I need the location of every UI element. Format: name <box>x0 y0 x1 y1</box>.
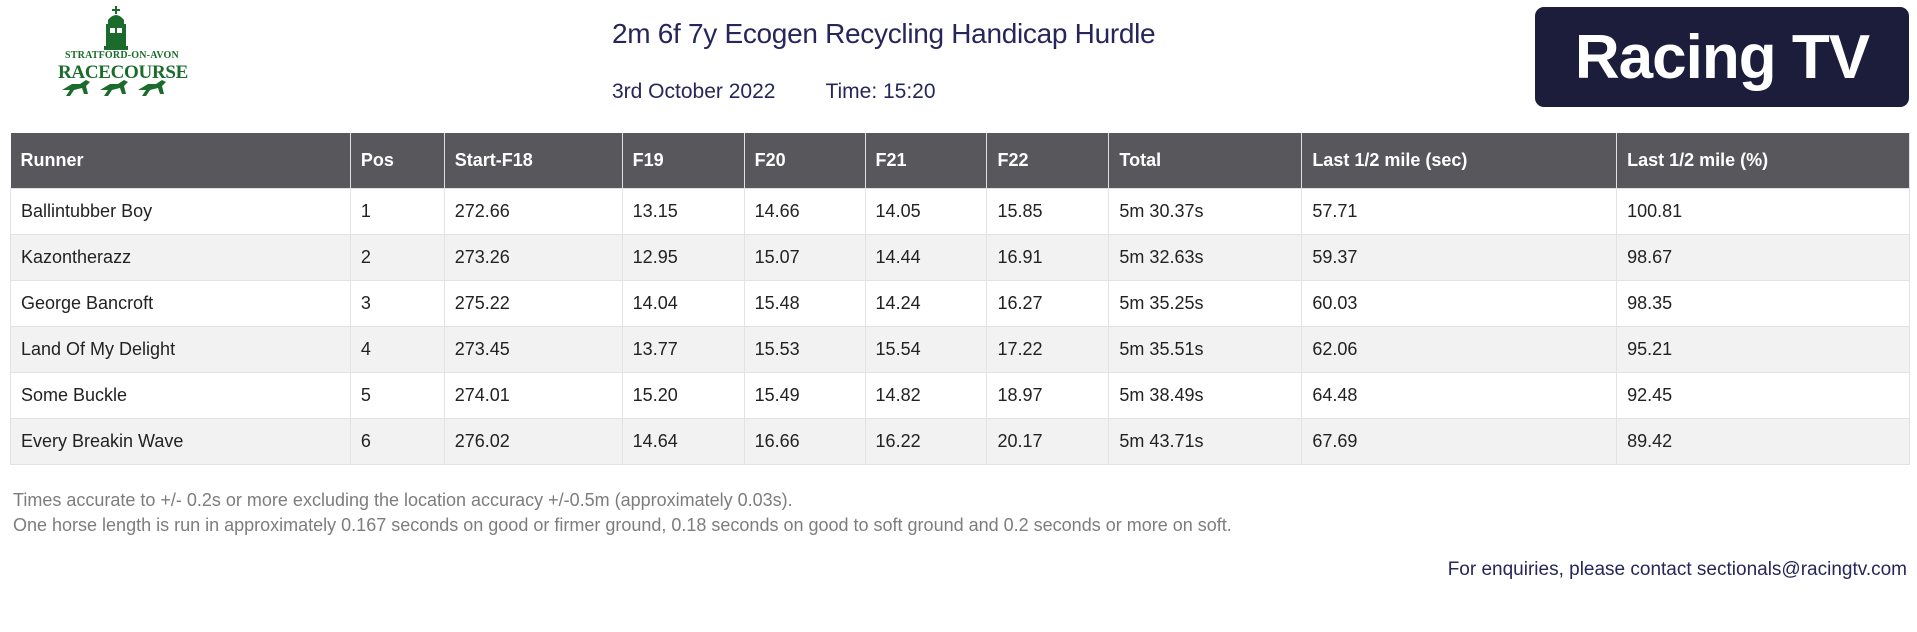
pos-cell: 6 <box>349 418 445 465</box>
total-cell: 5m 43.71s <box>1108 418 1303 465</box>
f19-cell: 13.15 <box>621 188 745 235</box>
enquiries-contact: For enquiries, please contact sectionals… <box>1447 559 1907 580</box>
runner-cell: Some Buckle <box>10 372 351 419</box>
table-row: Every Breakin Wave 6 276.02 14.64 16.66 … <box>10 418 1910 465</box>
f22-cell: 20.17 <box>986 418 1110 465</box>
last-half-sec-cell: 67.69 <box>1301 418 1618 465</box>
table-row: Kazontherazz 2 273.26 12.95 15.07 14.44 … <box>10 234 1910 281</box>
f21-cell: 14.24 <box>864 280 988 327</box>
f20-cell: 15.49 <box>743 372 866 419</box>
f22-cell: 18.97 <box>986 372 1110 419</box>
f19-cell: 14.04 <box>621 280 745 327</box>
f21-cell: 15.54 <box>864 326 988 373</box>
start-f18-cell: 274.01 <box>443 372 623 419</box>
f20-cell: 15.07 <box>743 234 866 281</box>
f21-cell: 14.05 <box>864 188 988 235</box>
f19-cell: 12.95 <box>621 234 745 281</box>
col-header-f19: F19 <box>622 133 745 189</box>
last-half-pct-cell: 95.21 <box>1616 326 1910 373</box>
last-half-sec-cell: 62.06 <box>1301 326 1618 373</box>
race-date-time: 3rd October 2022 Time: 15:20 <box>612 80 936 104</box>
pos-cell: 5 <box>349 372 445 419</box>
f22-cell: 17.22 <box>986 326 1110 373</box>
start-f18-cell: 275.22 <box>443 280 623 327</box>
col-header-runner: Runner <box>10 133 351 189</box>
sectional-times-table: Runner Pos Start-F18 F19 F20 F21 F22 Tot… <box>10 133 1910 465</box>
runner-cell: Land Of My Delight <box>10 326 351 373</box>
last-half-pct-cell: 98.67 <box>1616 234 1910 281</box>
horse-length-note: One horse length is run in approximately… <box>13 515 1232 535</box>
f21-cell: 14.82 <box>864 372 988 419</box>
col-header-f20: F20 <box>744 133 866 189</box>
col-header-f21: F21 <box>865 133 988 189</box>
total-cell: 5m 30.37s <box>1108 188 1303 235</box>
f20-cell: 15.53 <box>743 326 866 373</box>
last-half-pct-cell: 98.35 <box>1616 280 1910 327</box>
grandstand-icon <box>62 6 166 96</box>
total-cell: 5m 38.49s <box>1108 372 1303 419</box>
table-row: Some Buckle 5 274.01 15.20 15.49 14.82 1… <box>10 372 1910 419</box>
f22-cell: 15.85 <box>986 188 1110 235</box>
accuracy-note: Times accurate to +/- 0.2s or more exclu… <box>13 490 793 510</box>
last-half-sec-cell: 59.37 <box>1301 234 1618 281</box>
f21-cell: 16.22 <box>864 418 988 465</box>
total-cell: 5m 35.51s <box>1108 326 1303 373</box>
table-row: Ballintubber Boy 1 272.66 13.15 14.66 14… <box>10 188 1910 235</box>
f22-cell: 16.91 <box>986 234 1110 281</box>
total-cell: 5m 32.63s <box>1108 234 1303 281</box>
f20-cell: 15.48 <box>743 280 866 327</box>
col-header-start-f18: Start-F18 <box>444 133 623 189</box>
runner-cell: Ballintubber Boy <box>10 188 351 235</box>
start-f18-cell: 273.26 <box>443 234 623 281</box>
col-header-last-half-pct: Last 1/2 mile (%) <box>1616 133 1910 189</box>
table-row: Land Of My Delight 4 273.45 13.77 15.53 … <box>10 326 1910 373</box>
race-time: Time: 15:20 <box>825 80 936 103</box>
start-f18-cell: 272.66 <box>443 188 623 235</box>
pos-cell: 2 <box>349 234 445 281</box>
pos-cell: 4 <box>349 326 445 373</box>
start-f18-cell: 276.02 <box>443 418 623 465</box>
runner-cell: Kazontherazz <box>10 234 351 281</box>
col-header-f22: F22 <box>986 133 1110 189</box>
f19-cell: 13.77 <box>621 326 745 373</box>
runner-cell: Every Breakin Wave <box>10 418 351 465</box>
col-header-total: Total <box>1108 133 1303 189</box>
f19-cell: 15.20 <box>621 372 745 419</box>
last-half-pct-cell: 89.42 <box>1616 418 1910 465</box>
total-cell: 5m 35.25s <box>1108 280 1303 327</box>
f20-cell: 16.66 <box>743 418 866 465</box>
f19-cell: 14.64 <box>621 418 745 465</box>
last-half-sec-cell: 57.71 <box>1301 188 1618 235</box>
pos-cell: 3 <box>349 280 445 327</box>
runner-cell: George Bancroft <box>10 280 351 327</box>
racecourse-logo: STRATFORD-ON-AVON RACECOURSE <box>58 4 188 104</box>
venue-name-line1: STRATFORD-ON-AVON <box>65 50 179 61</box>
last-half-sec-cell: 60.03 <box>1301 280 1618 327</box>
race-title: 2m 6f 7y Ecogen Recycling Handicap Hurdl… <box>612 18 1156 49</box>
last-half-sec-cell: 64.48 <box>1301 372 1618 419</box>
f21-cell: 14.44 <box>864 234 988 281</box>
start-f18-cell: 273.45 <box>443 326 623 373</box>
col-header-pos: Pos <box>350 133 445 189</box>
last-half-pct-cell: 92.45 <box>1616 372 1910 419</box>
table-row: George Bancroft 3 275.22 14.04 15.48 14.… <box>10 280 1910 327</box>
racing-tv-logo: Racing TV <box>1535 7 1909 107</box>
race-date: 3rd October 2022 <box>612 80 776 103</box>
col-header-last-half-sec: Last 1/2 mile (sec) <box>1301 133 1618 189</box>
pos-cell: 1 <box>349 188 445 235</box>
f22-cell: 16.27 <box>986 280 1110 327</box>
venue-name-line2: RACECOURSE <box>58 62 189 83</box>
f20-cell: 14.66 <box>743 188 866 235</box>
table-header-row: Runner Pos Start-F18 F19 F20 F21 F22 Tot… <box>10 133 1910 189</box>
last-half-pct-cell: 100.81 <box>1616 188 1910 235</box>
